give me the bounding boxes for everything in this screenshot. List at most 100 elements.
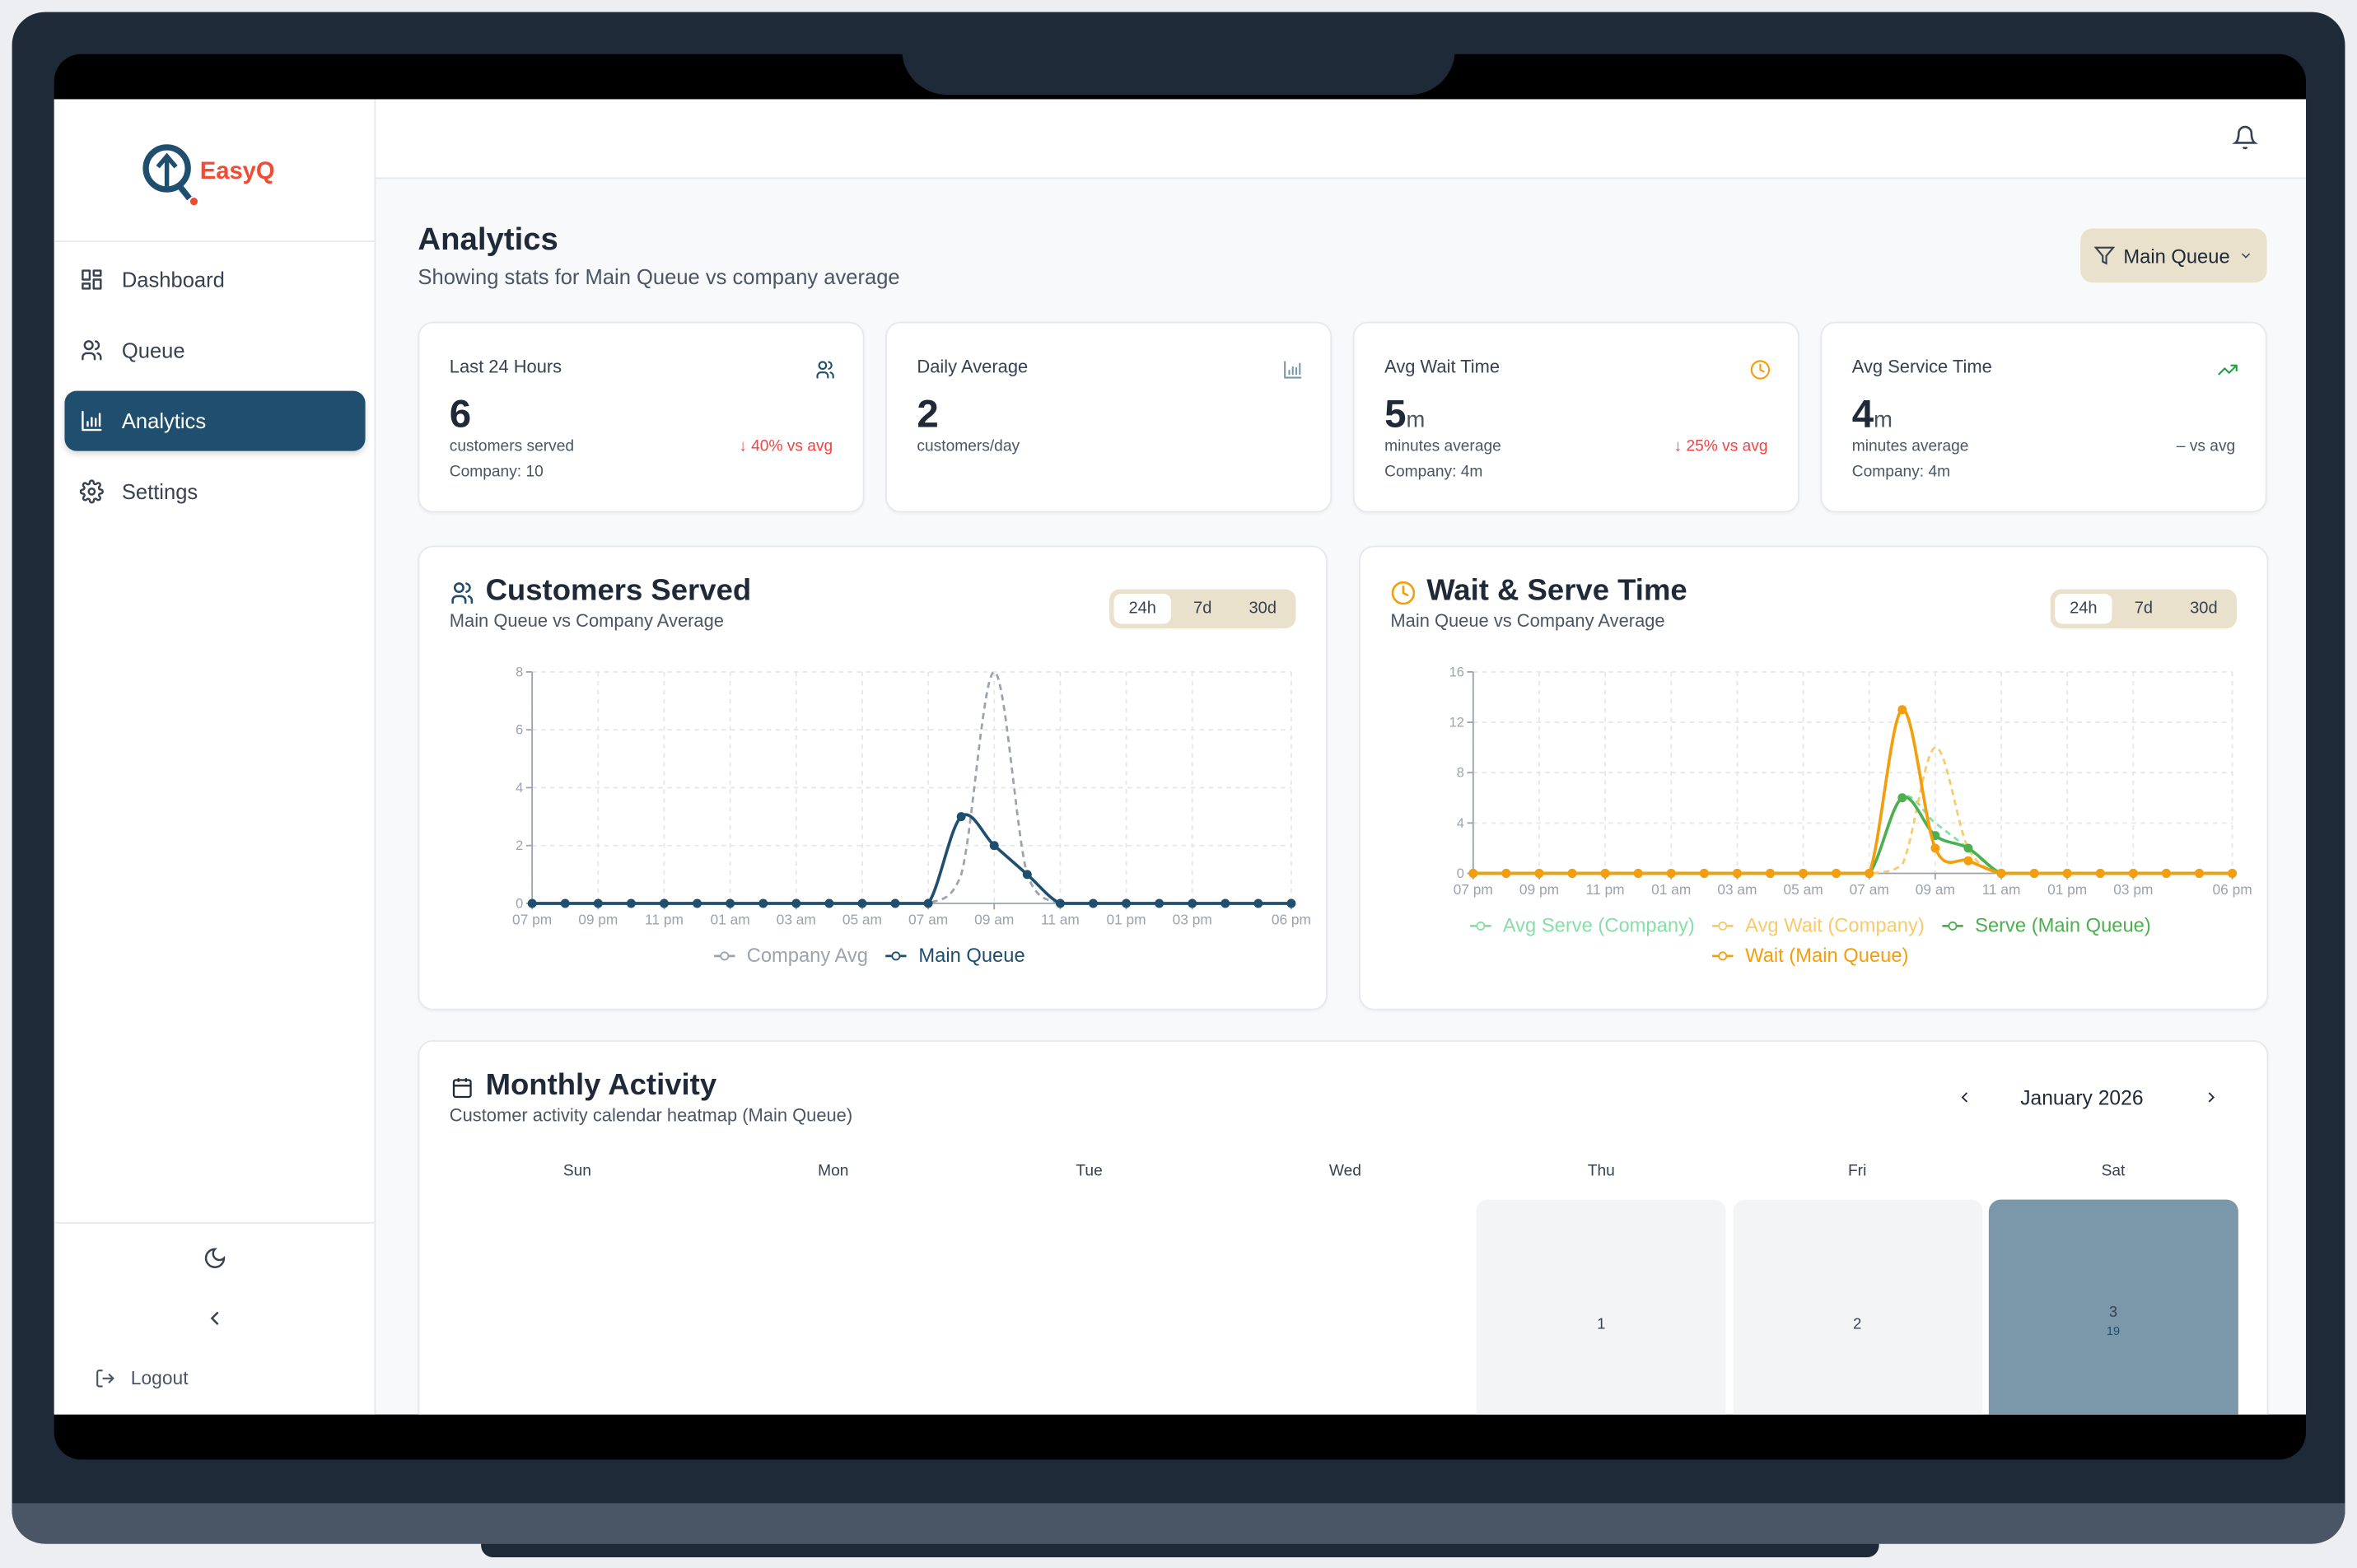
series-line — [532, 813, 1291, 905]
data-point[interactable] — [1832, 869, 1841, 878]
data-point[interactable] — [2195, 869, 2204, 878]
chart-legend: Avg Serve (Company) Avg Wait (Company) S… — [1361, 911, 2267, 971]
sidebar-item-queue[interactable]: Queue — [64, 320, 365, 380]
data-point[interactable] — [1567, 869, 1577, 878]
range-option-30d[interactable]: 30d — [2190, 600, 2218, 618]
data-point[interactable] — [1501, 869, 1511, 878]
legend-item[interactable]: Avg Wait (Company) — [1712, 914, 1930, 936]
stat-compare: – vs avg — [2176, 437, 2236, 456]
legend-item[interactable]: Company Avg — [714, 944, 874, 967]
data-point[interactable] — [758, 898, 768, 908]
data-point[interactable] — [1897, 705, 1907, 715]
data-point[interactable] — [1221, 898, 1230, 908]
range-option-7d[interactable]: 7d — [1193, 600, 1212, 618]
y-tick-label: 4 — [1457, 816, 1464, 831]
range-option-30d[interactable]: 30d — [1249, 600, 1277, 618]
data-point[interactable] — [1600, 869, 1610, 878]
legend-item[interactable]: Main Queue — [885, 944, 1031, 967]
data-point[interactable] — [890, 898, 900, 908]
y-tick-label: 16 — [1449, 665, 1464, 679]
data-point[interactable] — [923, 898, 933, 908]
chevron-left-icon — [1961, 1092, 1968, 1103]
filter-label: Main Queue — [2123, 244, 2230, 267]
data-point[interactable] — [2161, 869, 2171, 878]
data-point[interactable] — [1897, 793, 1907, 803]
day-number: 2 — [1853, 1316, 1862, 1334]
data-point[interactable] — [1088, 898, 1098, 908]
wait-serve-time-card: Wait & Serve Time Main Queue vs Company … — [1359, 545, 2269, 1010]
notifications-button[interactable] — [2232, 124, 2258, 157]
stat-value: 4m — [1851, 390, 1893, 436]
calendar-day[interactable]: 1 — [1476, 1199, 1726, 1415]
sidebar-item-analytics[interactable]: Analytics — [64, 390, 366, 451]
data-point[interactable] — [1633, 869, 1643, 878]
stat-compare: ↓ 25% vs avg — [1673, 437, 1768, 456]
weekday-label: Sun — [562, 1161, 591, 1180]
data-point[interactable] — [1253, 898, 1263, 908]
legend-item[interactable]: Avg Serve (Company) — [1470, 914, 1701, 936]
clock-icon — [1391, 581, 1416, 605]
data-point[interactable] — [824, 898, 834, 908]
data-point[interactable] — [1155, 898, 1164, 908]
queue-filter-dropdown[interactable]: Main Queue — [2080, 228, 2267, 283]
data-point[interactable] — [1766, 869, 1775, 878]
stat-label: Last 24 Hours — [449, 356, 562, 378]
collapse-sidebar-button[interactable] — [203, 1306, 226, 1337]
data-point[interactable] — [1534, 869, 1544, 878]
month-label: January 2026 — [2020, 1086, 2144, 1110]
y-tick-label: 8 — [516, 665, 523, 679]
data-point[interactable] — [1963, 843, 1973, 853]
data-point[interactable] — [593, 898, 603, 908]
data-point[interactable] — [1930, 843, 1940, 853]
data-point[interactable] — [1799, 869, 1809, 878]
data-point[interactable] — [1666, 869, 1676, 878]
logo[interactable]: EasyQ — [142, 142, 292, 208]
data-point[interactable] — [857, 898, 867, 908]
x-tick-label: 03 am — [1717, 881, 1757, 898]
data-point[interactable] — [527, 898, 537, 908]
legend-marker-icon — [1712, 921, 1734, 931]
logout-button[interactable]: Logout — [95, 1368, 189, 1389]
data-point[interactable] — [626, 898, 636, 908]
data-point[interactable] — [1188, 898, 1197, 908]
x-tick-label: 11 am — [1982, 881, 2021, 898]
data-point[interactable] — [989, 841, 999, 851]
data-point[interactable] — [1865, 869, 1874, 878]
legend-item[interactable]: Serve (Main Queue) — [1942, 914, 2157, 936]
data-point[interactable] — [1699, 869, 1709, 878]
data-point[interactable] — [1286, 898, 1296, 908]
data-point[interactable] — [1055, 898, 1065, 908]
calendar-day[interactable]: 3 19 — [1988, 1199, 2238, 1415]
data-point[interactable] — [726, 898, 735, 908]
data-point[interactable] — [1732, 869, 1742, 878]
data-point[interactable] — [693, 898, 702, 908]
range-option-24h[interactable]: 24h — [2055, 593, 2112, 624]
data-point[interactable] — [1122, 898, 1132, 908]
data-point[interactable] — [2062, 869, 2072, 878]
range-option-24h[interactable]: 24h — [1113, 593, 1171, 624]
data-point[interactable] — [1022, 870, 1032, 880]
calendar-day[interactable]: 2 — [1732, 1199, 1982, 1415]
data-point[interactable] — [2228, 869, 2238, 878]
sidebar: EasyQ Dashboard Queue Analytics Settings Lo… — [54, 99, 376, 1415]
theme-toggle-button[interactable] — [203, 1246, 226, 1277]
data-point[interactable] — [1996, 869, 2006, 878]
x-tick-label: 07 pm — [1454, 881, 1493, 898]
data-point[interactable] — [2095, 869, 2105, 878]
chart-title: Wait & Serve Time — [1426, 574, 1687, 608]
range-option-7d[interactable]: 7d — [2134, 600, 2154, 618]
data-point[interactable] — [1963, 856, 1973, 866]
legend-item[interactable]: Wait (Main Queue) — [1712, 944, 1915, 967]
data-point[interactable] — [659, 898, 669, 908]
sidebar-item-settings[interactable]: Settings — [64, 461, 365, 521]
data-point[interactable] — [560, 898, 570, 908]
data-point[interactable] — [2128, 869, 2138, 878]
prev-month-button[interactable] — [1956, 1087, 1974, 1116]
data-point[interactable] — [1468, 869, 1478, 878]
data-point[interactable] — [956, 812, 966, 822]
data-point[interactable] — [2029, 869, 2039, 878]
sidebar-item-dashboard[interactable]: Dashboard — [64, 250, 365, 310]
next-month-button[interactable] — [2202, 1087, 2220, 1116]
data-point[interactable] — [791, 898, 801, 908]
x-tick-label: 05 am — [1783, 881, 1823, 898]
